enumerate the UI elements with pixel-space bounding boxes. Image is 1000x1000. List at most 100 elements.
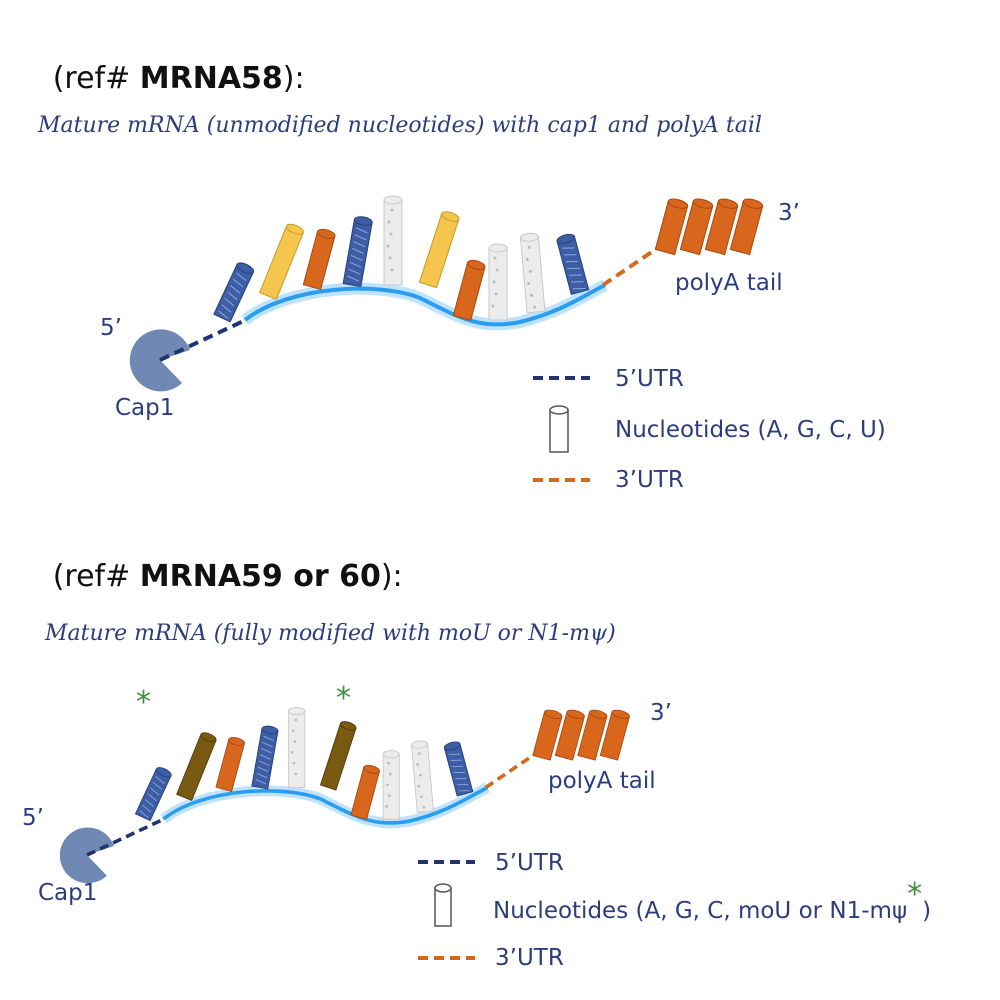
nucleotide-texture (562, 247, 575, 249)
nucleotide-texture (455, 778, 467, 780)
subtitle: Mature mRNA (fully modified with moU or … (44, 621, 616, 646)
nucleotide-body (302, 230, 336, 290)
nucleotide-top (316, 228, 336, 239)
nucleotide-top (566, 709, 585, 719)
nucleotide-texture (293, 740, 297, 743)
nucleotide-texture (565, 260, 579, 263)
nucleotide-texture (389, 232, 393, 236)
nucleotide-body (288, 710, 306, 788)
nucleotide-top (466, 259, 486, 270)
nucleotide (383, 195, 403, 286)
nucleotide (488, 243, 508, 321)
nucleotide-top (261, 725, 279, 735)
nucleotide-body (443, 743, 474, 797)
heading-prefix: (ref# (53, 61, 140, 96)
nucleotide-top (155, 767, 172, 778)
nucleotide (599, 709, 630, 761)
nucleotide (654, 198, 689, 256)
nucleotide-texture (155, 776, 165, 784)
nucleotide-texture (388, 794, 391, 797)
five-prime-label: 5’ (22, 805, 44, 831)
nucleotide-top (200, 732, 217, 743)
nucleotide (410, 740, 434, 813)
nucleotide-body (488, 247, 508, 321)
nucleotide-texture (456, 784, 469, 786)
nucleotide-texture (572, 288, 586, 290)
nucleotide-top (382, 750, 400, 759)
nucleotide-body (350, 766, 380, 820)
nucleotide-top (667, 198, 689, 209)
legend-utr3: 3’UTR (495, 945, 564, 971)
nucleotide-texture (291, 729, 295, 733)
heading-suffix: ): (381, 559, 403, 594)
legend-close: ) (922, 898, 931, 924)
nucleotide-texture (350, 254, 363, 261)
nucleotide-top (556, 233, 576, 244)
cap-label: Cap1 (38, 880, 97, 906)
nucleotide-texture (528, 269, 532, 273)
heading: (ref# MRNA58): (5, 61, 333, 96)
polya-label: polyA tail (548, 768, 656, 794)
nucleotide-top (339, 721, 357, 731)
nucleotide-texture (567, 267, 580, 269)
nucleotide-body (519, 235, 546, 314)
nucleotide (554, 709, 585, 761)
nucleotide (382, 750, 400, 820)
nucleotide-texture (458, 790, 470, 792)
nucleotide-top (353, 216, 373, 226)
nucleotide-texture (387, 220, 391, 224)
three-prime-label: 3’ (650, 700, 672, 726)
nucleotide-texture (419, 773, 422, 777)
nucleotide-texture (218, 310, 229, 320)
nucleotide-texture (569, 274, 582, 276)
nucleotide-texture (233, 278, 244, 288)
nucleotide-texture (259, 754, 271, 760)
nucleotide-texture (292, 761, 296, 765)
heading-suffix: ): (283, 61, 305, 96)
nucleotide-texture (495, 268, 499, 272)
nucleotide (251, 725, 279, 790)
nucleotide-texture (390, 268, 394, 272)
utr3-line (484, 750, 540, 789)
nucleotide-top (441, 211, 460, 222)
nucleotide-texture (448, 753, 460, 755)
nucleotide-texture (152, 781, 163, 790)
legend-utr5: 5’UTR (495, 850, 564, 876)
subtitle: Mature mRNA (unmodified nucleotides) wit… (37, 113, 762, 138)
nucleotide (288, 706, 306, 788)
legend-utr5: 5’UTR (615, 366, 684, 392)
cap (129, 329, 190, 392)
heading-ref: MRNA59 or 60 (140, 559, 381, 594)
nucleotide-texture (417, 784, 420, 788)
nucleotide-legend-icon (434, 883, 452, 927)
nucleotide-top (488, 243, 508, 253)
nucleotide-texture (354, 234, 367, 241)
nucleotide-top (588, 709, 608, 719)
nucleotide (729, 198, 764, 256)
legend-nucleotides: Nucleotides (A, G, C, moU or N1-mψ*) (493, 877, 931, 924)
nucleotide-texture (290, 751, 294, 754)
nucleotide-texture (224, 297, 235, 307)
nucleotide-texture (221, 304, 232, 313)
nucleotide-body (383, 199, 403, 286)
nucleotide (443, 741, 474, 797)
nucleotide-texture (230, 285, 241, 294)
nucleotide-texture (352, 248, 364, 254)
nucleotide-body (215, 738, 245, 792)
nucleotide-texture (255, 779, 267, 785)
nucleotide-body (176, 733, 217, 802)
nucleotide-texture (533, 305, 537, 309)
legend-utr3: 3’UTR (615, 467, 684, 493)
nucleotide-top (443, 741, 461, 751)
nucleotide-texture (420, 795, 423, 799)
nucleotide-texture (526, 282, 530, 286)
nucleotide-top (285, 223, 304, 235)
nucleotide-body (382, 753, 400, 820)
nucleotide-texture (491, 304, 495, 308)
nucleotide (213, 262, 255, 323)
modified-asterisk: * (336, 681, 351, 716)
nucleotide-texture (347, 275, 359, 282)
nucleotide-top (611, 709, 630, 719)
nucleotide-texture (262, 741, 273, 748)
nucleotide-texture (386, 783, 389, 787)
